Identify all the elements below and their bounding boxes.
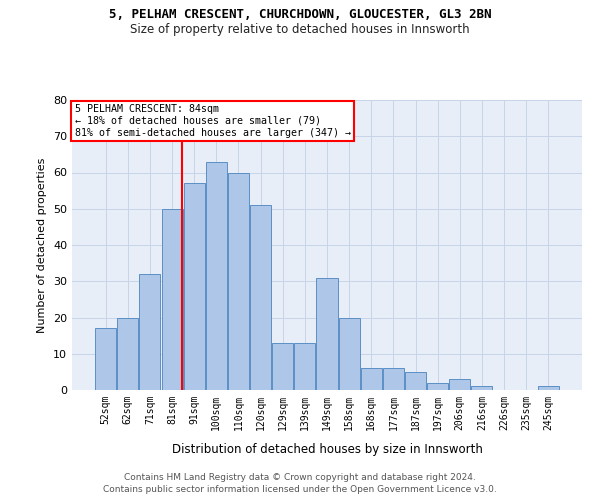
- Bar: [472, 386, 493, 390]
- Text: Distribution of detached houses by size in Innsworth: Distribution of detached houses by size …: [172, 442, 482, 456]
- Text: Contains HM Land Registry data © Crown copyright and database right 2024.: Contains HM Land Registry data © Crown c…: [124, 472, 476, 482]
- Bar: [206, 162, 227, 390]
- Bar: [95, 328, 116, 390]
- Bar: [272, 343, 293, 390]
- Y-axis label: Number of detached properties: Number of detached properties: [37, 158, 47, 332]
- Bar: [295, 343, 316, 390]
- Bar: [383, 368, 404, 390]
- Bar: [228, 172, 249, 390]
- Bar: [405, 372, 426, 390]
- Bar: [161, 209, 182, 390]
- Bar: [316, 278, 338, 390]
- Bar: [338, 318, 359, 390]
- Bar: [139, 274, 160, 390]
- Bar: [118, 318, 139, 390]
- Bar: [250, 205, 271, 390]
- Bar: [449, 379, 470, 390]
- Bar: [361, 368, 382, 390]
- Bar: [184, 184, 205, 390]
- Text: Size of property relative to detached houses in Innsworth: Size of property relative to detached ho…: [130, 22, 470, 36]
- Text: 5, PELHAM CRESCENT, CHURCHDOWN, GLOUCESTER, GL3 2BN: 5, PELHAM CRESCENT, CHURCHDOWN, GLOUCEST…: [109, 8, 491, 20]
- Text: Contains public sector information licensed under the Open Government Licence v3: Contains public sector information licen…: [103, 485, 497, 494]
- Bar: [538, 386, 559, 390]
- Bar: [427, 383, 448, 390]
- Text: 5 PELHAM CRESCENT: 84sqm
← 18% of detached houses are smaller (79)
81% of semi-d: 5 PELHAM CRESCENT: 84sqm ← 18% of detach…: [74, 104, 350, 138]
